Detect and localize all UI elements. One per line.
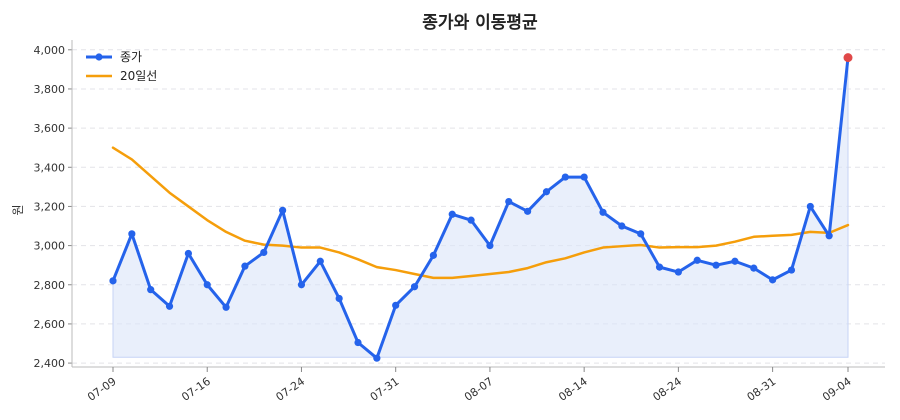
close-point bbox=[316, 257, 324, 265]
y-tick-label: 2,400 bbox=[34, 357, 66, 370]
y-axis-label: 원 bbox=[11, 204, 25, 215]
close-area bbox=[112, 57, 849, 360]
y-tick-label: 3,800 bbox=[34, 83, 66, 96]
ma20-line bbox=[111, 146, 850, 280]
close-point bbox=[467, 216, 475, 224]
close-point bbox=[147, 286, 155, 294]
close-point bbox=[655, 263, 664, 271]
close-point bbox=[769, 276, 777, 284]
x-tick-label: 07-09 bbox=[85, 375, 119, 404]
close-area-fill bbox=[112, 57, 849, 360]
close-point bbox=[297, 281, 306, 289]
close-point bbox=[429, 251, 437, 259]
y-tick-label: 2,600 bbox=[34, 318, 66, 331]
close-point bbox=[825, 232, 833, 240]
legend-label: 종가 bbox=[120, 50, 142, 64]
close-point bbox=[618, 222, 626, 230]
legend: 종가 20일선 bbox=[86, 50, 157, 83]
close-point bbox=[279, 206, 287, 214]
legend-swatch-marker bbox=[95, 53, 103, 61]
close-point bbox=[542, 188, 551, 196]
close-point bbox=[109, 277, 117, 285]
close-point bbox=[448, 210, 456, 218]
close-point bbox=[354, 338, 362, 347]
close-point bbox=[524, 207, 532, 215]
close-point bbox=[637, 230, 645, 238]
y-tick-label: 4,000 bbox=[34, 44, 66, 57]
close-point bbox=[787, 266, 796, 274]
close-point bbox=[806, 202, 814, 211]
x-tick-label: 08-07 bbox=[462, 375, 496, 404]
y-tick-label: 3,000 bbox=[34, 240, 66, 253]
x-tick-label: 08-24 bbox=[650, 375, 684, 404]
close-point bbox=[222, 303, 230, 311]
close-point bbox=[731, 257, 739, 265]
close-point bbox=[241, 262, 249, 270]
legend-label: 20일선 bbox=[120, 69, 157, 83]
close-point bbox=[203, 281, 211, 289]
close-markers bbox=[109, 53, 853, 362]
y-tick-label: 2,800 bbox=[34, 279, 66, 292]
close-line bbox=[111, 56, 850, 360]
close-point bbox=[486, 241, 494, 250]
x-tick-label: 07-16 bbox=[179, 375, 213, 404]
close-point bbox=[674, 268, 682, 276]
x-tick-label: 07-24 bbox=[274, 375, 308, 404]
close-point bbox=[373, 354, 381, 362]
close-point bbox=[165, 302, 174, 310]
close-point bbox=[693, 256, 701, 264]
close-point bbox=[712, 261, 720, 269]
close-point bbox=[750, 264, 758, 272]
close-point bbox=[599, 208, 607, 216]
close-point bbox=[561, 173, 569, 181]
y-tick-label: 3,200 bbox=[34, 200, 66, 213]
x-tick-label: 09-04 bbox=[820, 375, 854, 404]
y-tick-label: 3,400 bbox=[34, 161, 66, 174]
close-point bbox=[505, 197, 513, 206]
y-tick-label: 3,600 bbox=[34, 122, 66, 135]
x-tick-label: 08-14 bbox=[556, 375, 590, 404]
latest-close-point bbox=[843, 53, 853, 63]
close-point bbox=[260, 248, 268, 257]
close-point bbox=[410, 283, 419, 291]
close-point bbox=[392, 301, 400, 309]
close-point bbox=[335, 294, 343, 303]
close-point bbox=[128, 230, 136, 238]
x-tick-label: 08-31 bbox=[745, 375, 779, 404]
series-lines bbox=[111, 56, 850, 360]
x-tick-label: 07-31 bbox=[368, 375, 402, 404]
chart-title: 종가와 이동평균 bbox=[422, 13, 538, 33]
close-point bbox=[184, 249, 192, 258]
close-point bbox=[580, 173, 588, 181]
